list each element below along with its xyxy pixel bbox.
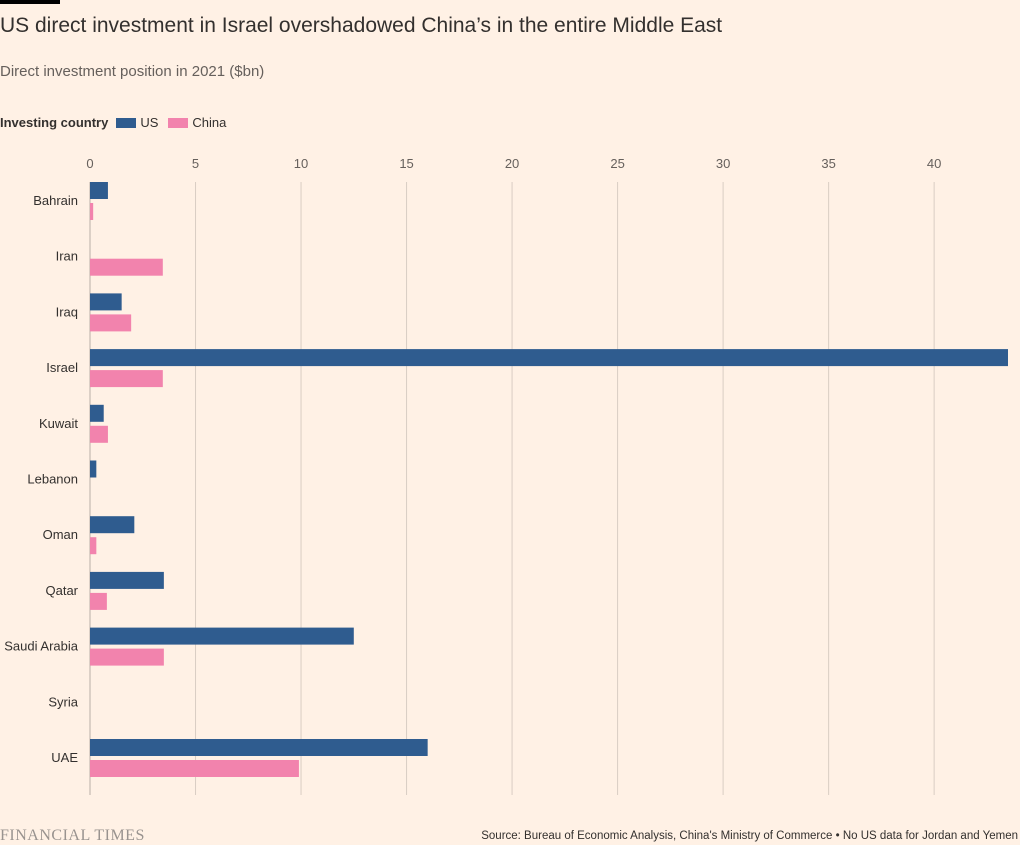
chart-subtitle: Direct investment position in 2021 ($bn) <box>0 63 265 80</box>
x-tick-label-20: 20 <box>505 156 519 171</box>
bar-china-uae <box>90 760 299 777</box>
legend-label-china: China <box>192 115 227 130</box>
bar-china-kuwait <box>90 425 108 443</box>
bar-us-qatar <box>90 571 164 589</box>
legend-title: Investing country <box>0 115 109 130</box>
x-tick-label-35: 35 <box>821 156 835 171</box>
bar-china-oman <box>90 537 97 555</box>
legend-label-us: US <box>140 115 159 130</box>
x-tick-label-10: 10 <box>294 156 308 171</box>
bar-china-qatar <box>90 592 107 610</box>
category-label-syria: Syria <box>48 694 78 709</box>
x-tick-label-30: 30 <box>716 156 730 171</box>
x-tick-label-15: 15 <box>399 156 413 171</box>
legend-swatch-us <box>116 117 137 128</box>
bar-us-uae <box>90 739 428 756</box>
x-tick-label-40: 40 <box>927 156 941 171</box>
source-note: Source: Bureau of Economic Analysis, Chi… <box>481 830 1018 842</box>
bar-us-lebanon <box>90 460 97 478</box>
x-tick-label-0: 0 <box>86 156 93 171</box>
bar-china-bahrain <box>90 203 94 220</box>
legend-item-us: US <box>116 115 158 130</box>
bar-us-oman <box>90 516 135 534</box>
category-label-saudi-arabia: Saudi Arabia <box>4 639 78 654</box>
bar-us-iraq <box>90 293 122 311</box>
category-label-iran: Iran <box>56 249 78 264</box>
category-label-kuwait: Kuwait <box>39 416 78 431</box>
category-label-qatar: Qatar <box>45 583 78 598</box>
legend: Investing country US China <box>0 115 236 130</box>
x-tick-label-25: 25 <box>610 156 624 171</box>
category-label-iraq: Iraq <box>56 304 78 319</box>
bar-china-iraq <box>90 314 132 332</box>
legend-item-china: China <box>168 115 226 130</box>
bar-us-israel <box>90 349 1008 367</box>
legend-swatch-china <box>168 117 189 128</box>
x-tick-label-5: 5 <box>192 156 199 171</box>
category-label-uae: UAE <box>51 750 78 765</box>
bar-us-kuwait <box>90 404 104 422</box>
category-label-bahrain: Bahrain <box>33 193 78 208</box>
category-label-israel: Israel <box>46 360 78 375</box>
category-label-lebanon: Lebanon <box>27 472 78 487</box>
bar-us-saudi-arabia <box>90 627 354 645</box>
category-label-oman: Oman <box>43 527 78 542</box>
brand-bar <box>0 0 60 4</box>
bar-china-iran <box>90 258 163 276</box>
bar-china-saudi-arabia <box>90 648 164 666</box>
ft-logo: FINANCIAL TIMES <box>0 827 145 844</box>
chart-title: US direct investment in Israel overshado… <box>0 14 723 37</box>
bar-chart: 0 5 10 15 20 25 30 35 40 Bahrain Iran Iraq Israel Kuw… <box>4 156 1008 795</box>
bar-china-israel <box>90 370 163 388</box>
bar-us-bahrain <box>90 182 108 199</box>
